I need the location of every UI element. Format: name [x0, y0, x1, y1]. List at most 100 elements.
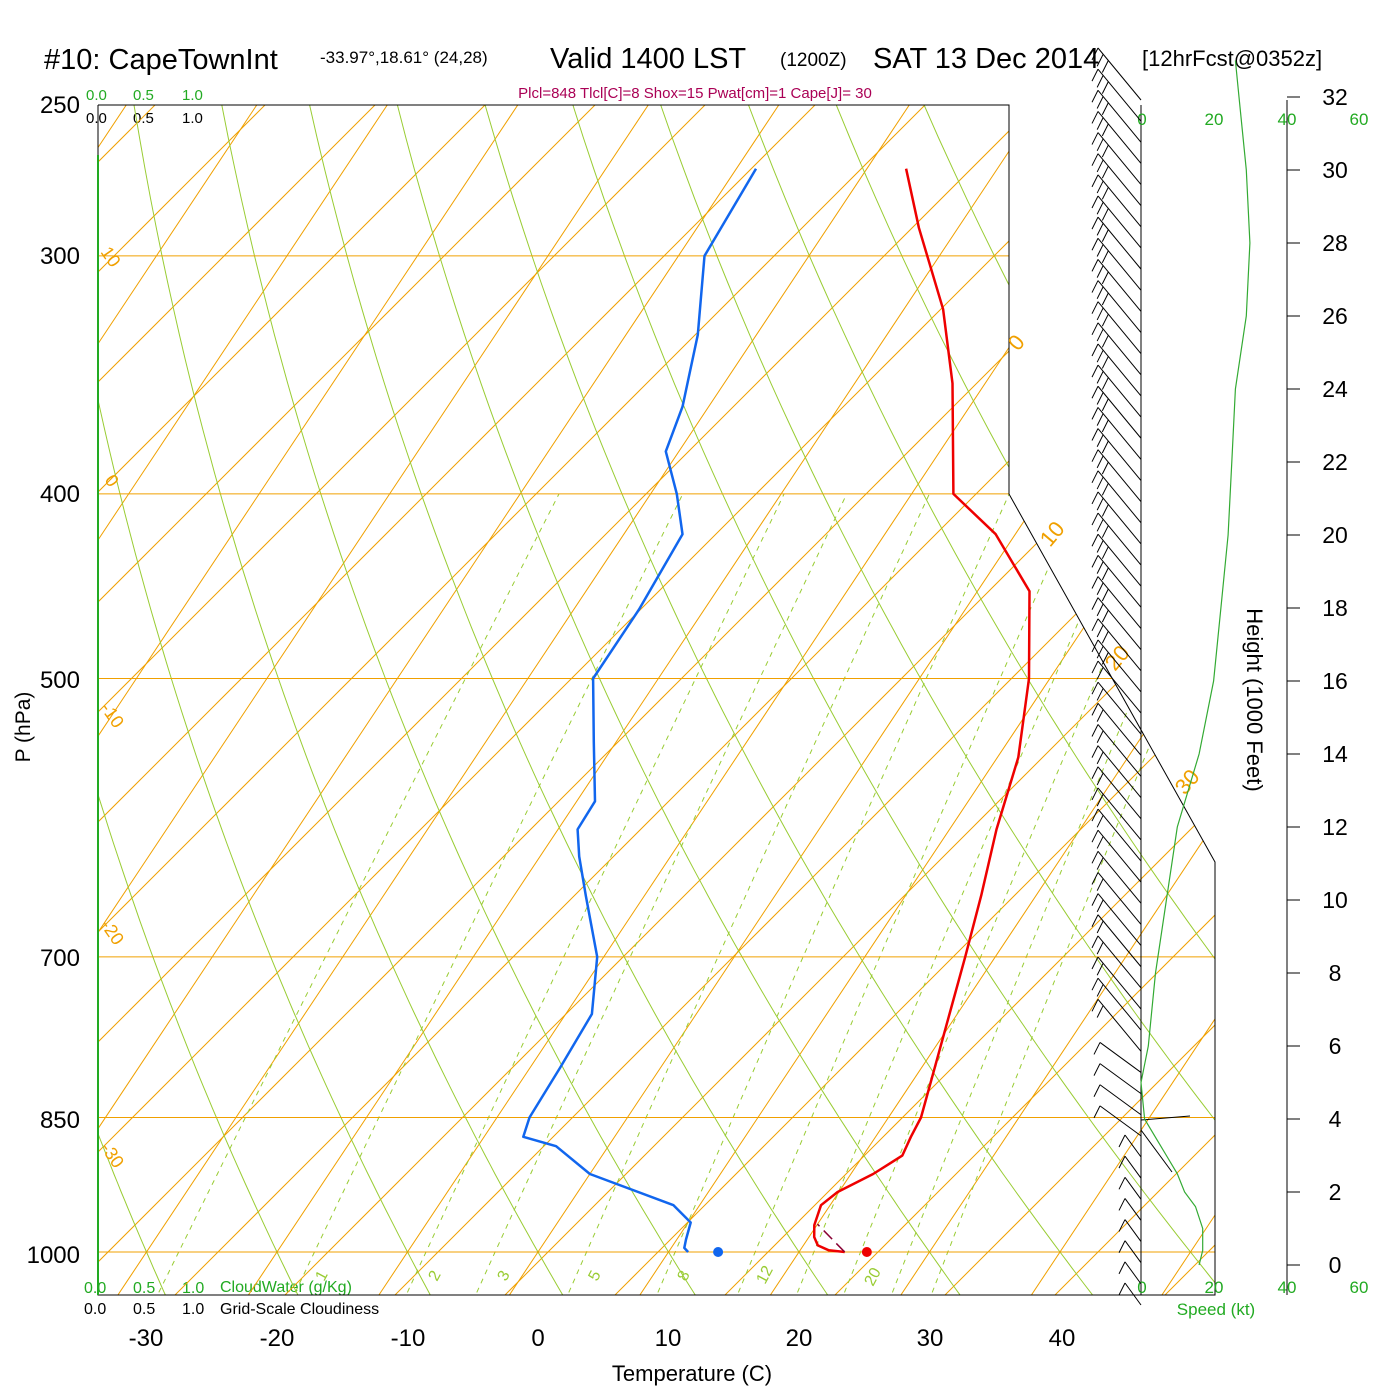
valid-date: SAT 13 Dec 2014: [873, 43, 1099, 75]
barb-feather: [1091, 956, 1099, 970]
wind-barb: [1091, 280, 1142, 333]
barb-staff: [1097, 195, 1142, 249]
barb-feather: [1091, 660, 1099, 674]
adiabat-line: [98, 105, 1215, 1295]
surface-temperature-point: [861, 1247, 872, 1257]
wind-barb: [1091, 893, 1142, 946]
barb-feather: [1091, 851, 1099, 864]
adiabat-line: [1159, 105, 1215, 1295]
wind-barb: [1091, 322, 1142, 376]
barb-feather: [1091, 280, 1099, 293]
barb-feather: [1118, 1177, 1126, 1190]
barb-staff: [1097, 89, 1142, 143]
barb-feather: [1091, 153, 1099, 166]
wind-speed-line: [1140, 60, 1251, 1266]
barb-feather: [1101, 123, 1109, 137]
wind-barb: [1091, 681, 1142, 735]
barb-feather: [1096, 857, 1104, 870]
y-axis-title: P (hPa): [12, 692, 35, 763]
dry-adiabat-line: [128, 105, 567, 1295]
cloud-tick: 1.0: [182, 1301, 204, 1318]
barb-feather: [1091, 597, 1099, 610]
station-title: #10: CapeTownInt: [44, 44, 278, 76]
barb-feather: [1091, 829, 1099, 843]
isotherm-line: [244, 105, 1063, 1295]
dry-adiabat-line: [648, 105, 1215, 1295]
barb-feather: [1096, 413, 1104, 426]
isotherm-label: 10: [1035, 516, 1070, 551]
barb-feather: [1096, 392, 1104, 405]
isotherm-line: [98, 105, 541, 1295]
dry-adiabat-line: [1169, 105, 1215, 1295]
barb-feather: [1101, 165, 1109, 179]
barb-feather: [1091, 512, 1099, 526]
barb-feather: [1096, 709, 1104, 722]
height-tick-label: 24: [1322, 376, 1348, 402]
wind-barb: [1093, 1042, 1142, 1073]
barb-staff: [1124, 1134, 1142, 1158]
isotherm-label: 0: [101, 471, 123, 491]
barb-feather: [1096, 328, 1104, 342]
cloud-tick: 0.5: [133, 87, 154, 104]
speed-tick: 60: [1350, 110, 1369, 129]
wind-barb: [1118, 1219, 1142, 1242]
barb-feather: [1091, 195, 1099, 209]
speed-scale-top: 0 20 40 60: [1137, 110, 1368, 129]
barb-staff: [1097, 766, 1142, 820]
barb-staff: [1097, 660, 1142, 714]
isotherm-line: [636, 105, 1215, 1295]
adiabat-line: [1380, 0, 1400, 1300]
adiabat-line: [1049, 105, 1215, 1295]
speed-tick: 20: [1205, 1278, 1224, 1297]
wind-barb: [1091, 385, 1142, 439]
barb-feather: [1093, 1042, 1101, 1055]
cloud-scale-bottom: 0.0 0.5 1.0 CloudWater (g/Kg) 0.0 0.5 1.…: [84, 1279, 379, 1318]
barb-feather: [1096, 201, 1104, 215]
barb-feather: [1096, 434, 1104, 447]
wind-barb: [1091, 787, 1142, 841]
barb-feather: [1096, 476, 1104, 490]
barb-feather: [1101, 631, 1109, 644]
barb-feather: [1101, 461, 1109, 475]
height-tick-label: 2: [1329, 1179, 1342, 1205]
dry-adiabat-line: [98, 105, 434, 1295]
temperature-tick-label: -20: [260, 1325, 295, 1352]
barb-feather: [1101, 356, 1109, 369]
barb-staff: [1097, 174, 1142, 228]
barb-staff: [1097, 153, 1142, 207]
barb-staff: [1124, 1261, 1142, 1285]
barb-staff: [1097, 914, 1142, 968]
adiabat-line: [98, 105, 1215, 1295]
mixing-ratio-line: [844, 493, 1177, 1293]
mixing-ratio-label: 12: [754, 1263, 777, 1287]
wind-barb: [1118, 1198, 1142, 1221]
barb-feather: [1101, 504, 1109, 517]
barb-feather: [1091, 576, 1099, 589]
dry-adiabat-line: [214, 105, 699, 1295]
barb-feather: [1096, 180, 1104, 194]
barb-feather: [1091, 428, 1099, 441]
dry-adiabat-line: [475, 105, 1097, 1295]
cloud-tick: 1.0: [182, 110, 203, 127]
barb-feather: [1091, 893, 1099, 906]
height-tick-label: 20: [1322, 522, 1348, 548]
barb-feather: [1091, 470, 1099, 484]
barb-feather: [1091, 449, 1099, 462]
height-tick-label: 16: [1322, 668, 1348, 694]
height-tick-label: 8: [1329, 960, 1342, 986]
barb-feather: [1096, 96, 1104, 109]
wind-barb: [1118, 1155, 1142, 1179]
barb-feather: [1096, 603, 1104, 617]
barb-feather: [1101, 292, 1109, 306]
barb-staff: [1097, 491, 1142, 545]
wind-barb: [1091, 597, 1142, 650]
barb-feather: [1101, 250, 1109, 263]
wind-barb: [1091, 555, 1142, 608]
barb-feather: [1101, 609, 1109, 623]
pressure-tick-label: 700: [40, 945, 80, 972]
barb-feather: [1091, 914, 1099, 927]
barb-staff: [1097, 935, 1142, 989]
barb-feather: [1096, 244, 1104, 257]
barb-feather: [1096, 519, 1104, 532]
wind-barb: [1091, 660, 1142, 714]
